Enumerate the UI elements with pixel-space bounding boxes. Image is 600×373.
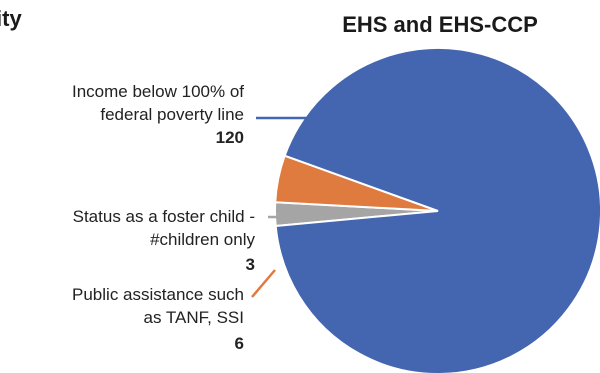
leader-lines [251,116,308,298]
slice-value-label: 3 [246,255,255,274]
slice-label-line: Public assistance such [72,285,244,304]
slice-value-label: 120 [216,128,244,147]
slice-labels: Income below 100% of federal poverty line… [72,82,255,353]
slice-label-line: as TANF, SSI [144,308,244,327]
leader-line [251,269,276,298]
slice-label-line: #children only [150,230,255,249]
slice-label-line: Income below 100% of [72,82,244,101]
chart-title: EHS and EHS-CCP [342,12,538,37]
pie-slices [274,47,600,373]
slice-value-label: 6 [235,334,244,353]
slice-label-line: Status as a foster child - [73,207,255,226]
slice-label-line: federal poverty line [100,105,244,124]
clipped-heading: ity [0,6,22,31]
